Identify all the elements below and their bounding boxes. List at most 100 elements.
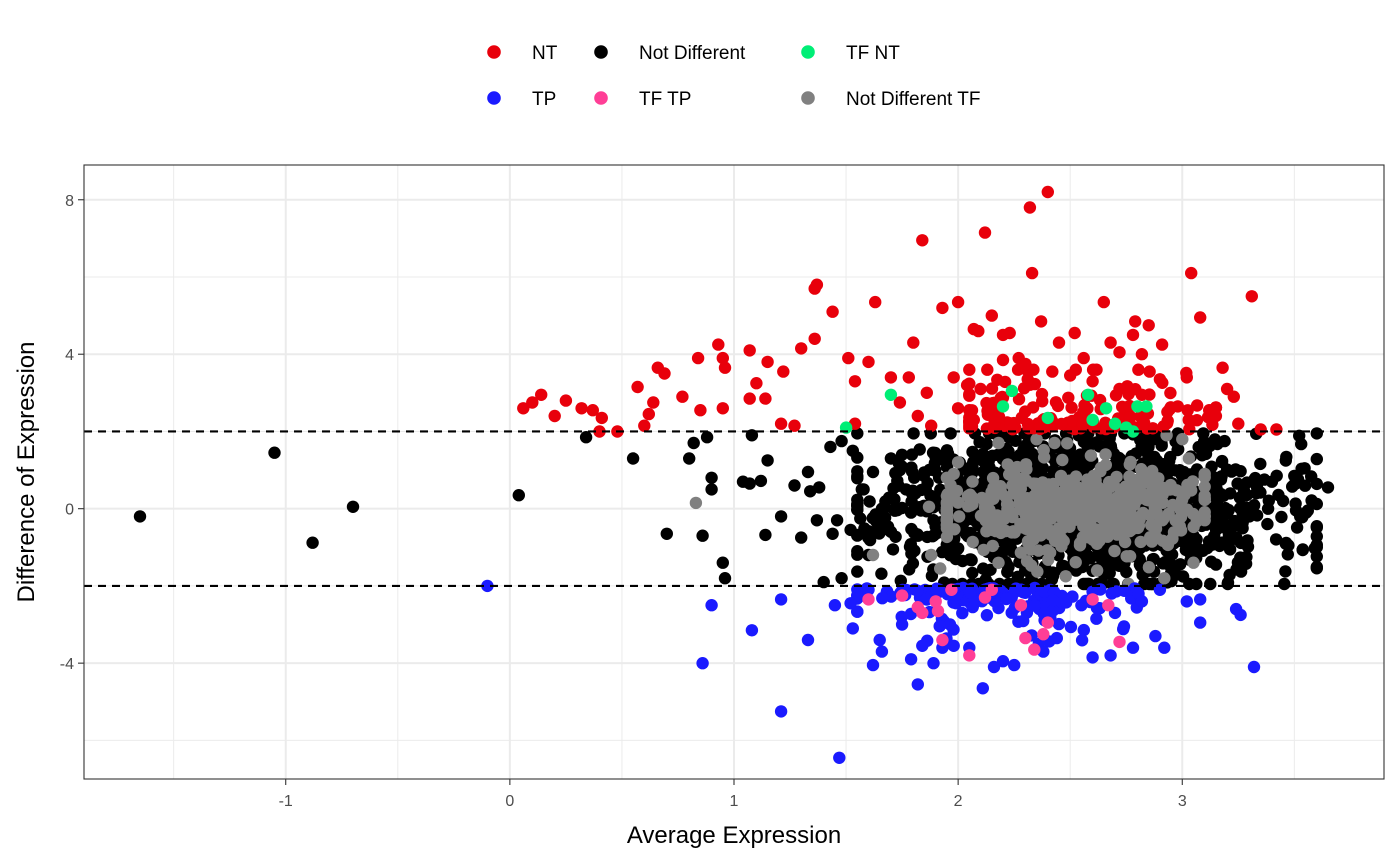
point-tp: [1149, 629, 1162, 643]
legend-label: Not Different: [639, 43, 746, 64]
point-nt: [1136, 418, 1149, 432]
point-tp: [911, 678, 924, 691]
legend-label: TP: [532, 89, 556, 110]
point-nt: [810, 278, 824, 291]
point-not-different-tf: [1030, 433, 1043, 446]
point-nt: [1035, 387, 1049, 401]
legend-key: [801, 91, 815, 105]
point-not-different: [918, 466, 931, 479]
point-tp: [705, 599, 718, 612]
point-nt: [718, 361, 732, 374]
point-tp: [696, 657, 709, 670]
point-nt: [1270, 423, 1283, 436]
point-not-different: [907, 427, 920, 440]
point-not-different: [795, 531, 808, 544]
point-nt: [1097, 295, 1111, 309]
point-nt: [884, 371, 898, 384]
legend-key: [594, 91, 608, 105]
point-not-different-tf: [1156, 534, 1170, 547]
point-nt: [1023, 201, 1037, 214]
point-tf-nt: [1086, 413, 1099, 427]
legend-label: TF NT: [846, 43, 900, 64]
point-not-different-tf: [966, 535, 979, 549]
point-nt: [1034, 422, 1047, 436]
point-not-different-tf: [1142, 561, 1156, 574]
point-nt: [1194, 311, 1207, 324]
point-not-different: [1172, 443, 1185, 456]
point-not-different: [788, 479, 801, 492]
point-not-different: [846, 444, 859, 457]
point-nt: [992, 410, 1006, 423]
point-not-different-tf: [1158, 572, 1171, 585]
x-tick-label: 0: [505, 793, 514, 810]
point-not-different: [905, 547, 918, 560]
point-not-different: [1215, 455, 1229, 469]
point-tf-tp: [1019, 631, 1032, 645]
x-tick-label: 2: [954, 793, 963, 810]
point-tf-tp: [1113, 635, 1126, 649]
point-not-different-tf: [1085, 521, 1099, 534]
point-nt: [595, 411, 608, 425]
point-tp: [987, 660, 1001, 674]
point-nt: [978, 226, 992, 239]
point-not-different-tf: [1048, 436, 1061, 450]
point-tp: [1117, 620, 1131, 633]
point-tp: [1075, 634, 1089, 647]
point-not-different-tf: [1117, 493, 1130, 507]
point-nt: [1068, 326, 1081, 340]
point-tf-tp: [936, 633, 949, 647]
point-tp: [1005, 606, 1018, 619]
point-nt: [647, 396, 660, 409]
x-tick-label: 1: [730, 793, 739, 810]
point-not-different-tf: [1032, 544, 1045, 557]
point-tp: [1135, 595, 1149, 608]
point-tp: [1234, 608, 1247, 622]
x-tick-label: 3: [1178, 793, 1187, 810]
point-nt: [1021, 373, 1034, 386]
point-not-different: [1217, 489, 1230, 502]
point-nt: [1164, 386, 1177, 400]
point-not-different: [1233, 502, 1247, 515]
point-tp: [1000, 592, 1013, 605]
point-not-different: [1203, 439, 1217, 453]
point-nt: [761, 355, 774, 369]
point-not-different-tf: [1014, 517, 1027, 531]
legend-label: Not Different TF: [846, 89, 980, 110]
legend-item-tp: TP: [487, 89, 556, 110]
point-nt: [586, 404, 599, 417]
point-not-different-tf: [951, 456, 965, 469]
point-not-different-tf: [1079, 482, 1092, 496]
point-not-different: [705, 483, 718, 496]
point-not-different: [851, 565, 864, 578]
point-tp: [1028, 599, 1041, 612]
point-nt: [826, 305, 839, 318]
point-not-different-tf: [1069, 556, 1082, 569]
point-nt: [1113, 382, 1126, 396]
point-tp: [846, 622, 859, 635]
point-not-different-tf: [940, 530, 954, 544]
point-tp: [933, 620, 946, 633]
point-tp: [801, 633, 815, 647]
point-not-different-tf: [1198, 480, 1211, 493]
point-not-different: [1000, 540, 1014, 553]
point-not-different: [858, 522, 871, 535]
point-nt: [1185, 266, 1198, 280]
point-tp: [1090, 612, 1103, 625]
point-tp: [1046, 594, 1060, 607]
point-nt: [593, 425, 606, 438]
y-tick-label: 8: [65, 193, 74, 210]
point-nt: [1051, 399, 1065, 413]
point-not-different-tf: [1157, 512, 1170, 525]
point-nt: [1041, 185, 1055, 199]
point-not-different: [851, 548, 864, 561]
legend-item-nt: NT: [487, 43, 558, 64]
point-nt: [1090, 363, 1103, 376]
point-not-different: [700, 431, 714, 444]
point-tp: [1052, 617, 1066, 631]
point-not-different-tf: [1061, 488, 1074, 501]
point-nt: [936, 301, 949, 315]
point-not-different-tf: [1075, 510, 1088, 523]
point-nt: [986, 396, 1000, 410]
point-nt: [1129, 315, 1142, 328]
point-not-different: [826, 527, 839, 540]
